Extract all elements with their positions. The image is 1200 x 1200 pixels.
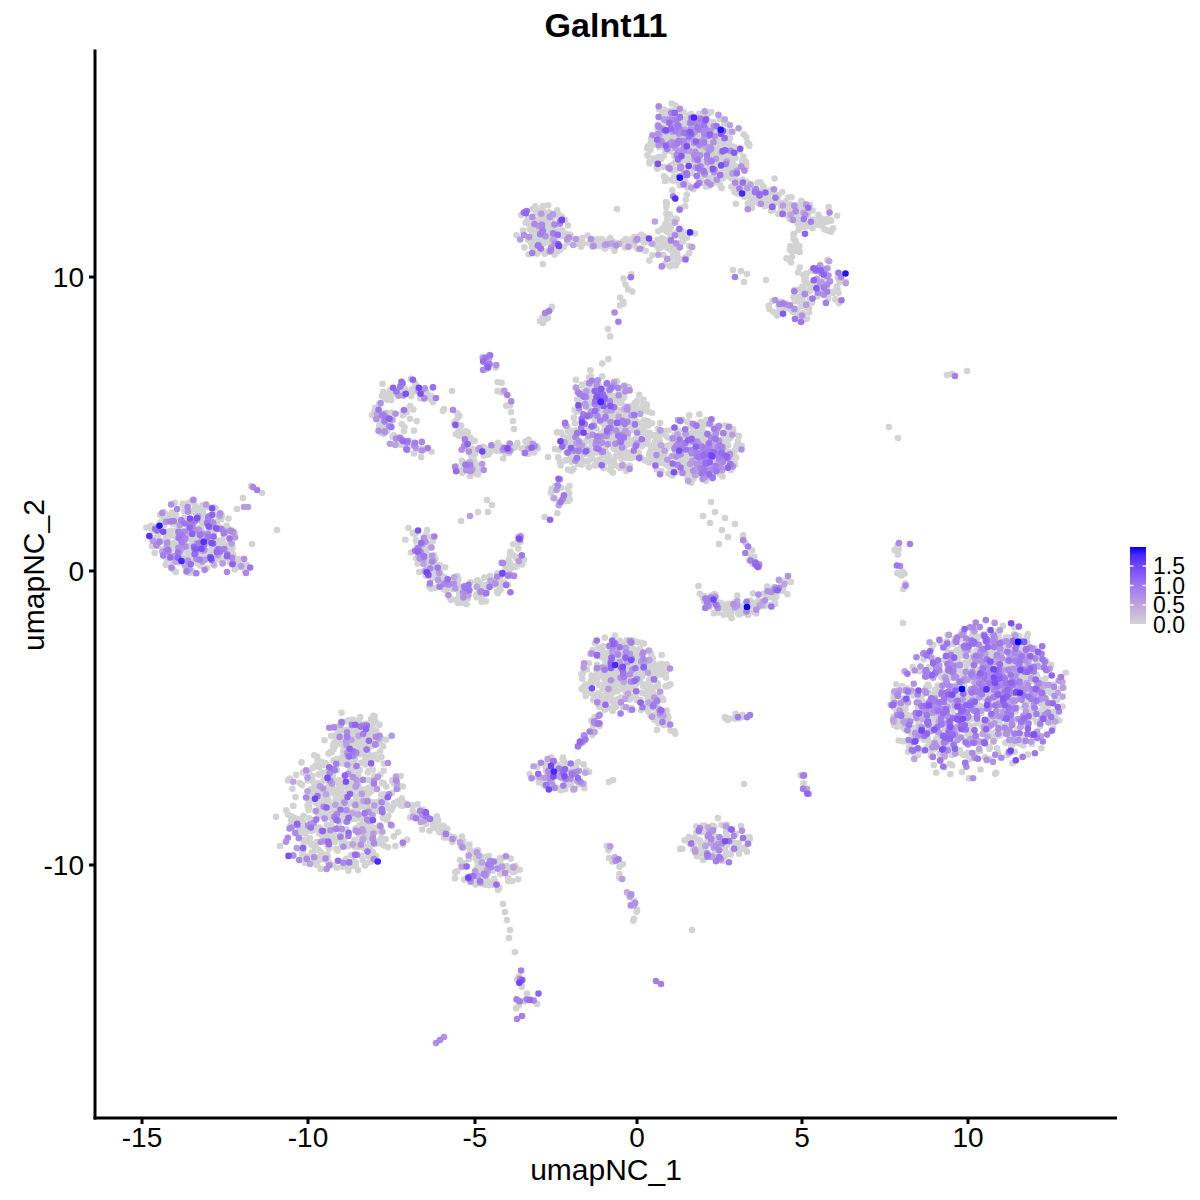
svg-text:5: 5: [794, 1122, 810, 1153]
svg-text:umapNC_1: umapNC_1: [530, 1153, 682, 1186]
svg-text:-10: -10: [44, 850, 84, 881]
svg-text:10: 10: [952, 1122, 983, 1153]
svg-text:Galnt11: Galnt11: [545, 6, 668, 44]
svg-text:umapNC_2: umapNC_2: [17, 499, 50, 651]
svg-text:-15: -15: [122, 1122, 162, 1153]
svg-text:0: 0: [68, 556, 84, 587]
svg-text:0: 0: [629, 1122, 645, 1153]
svg-text:-10: -10: [288, 1122, 328, 1153]
svg-text:0.0: 0.0: [1153, 612, 1185, 638]
svg-text:10: 10: [53, 262, 84, 293]
svg-text:-5: -5: [463, 1122, 488, 1153]
